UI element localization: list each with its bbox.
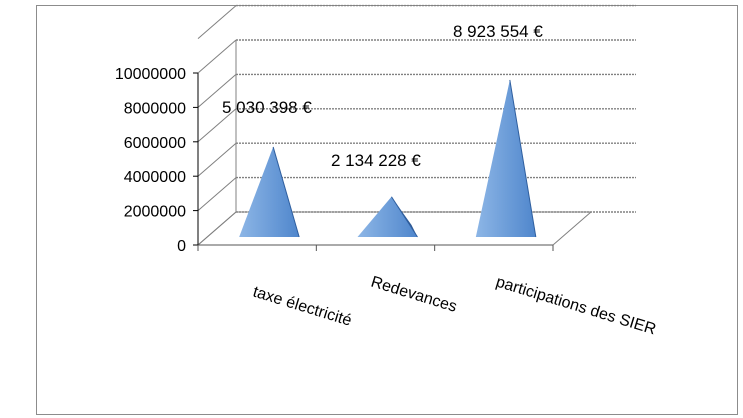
- pyramid-edge: [391, 196, 418, 238]
- gridline-wall-segment: [197, 74, 237, 108]
- gridline-wall-segment: [197, 39, 237, 74]
- pyramid-series: [239, 79, 537, 238]
- category-label-participations-sier: participations des SIER: [494, 274, 658, 339]
- pyramid-front-face: [357, 196, 418, 237]
- pyramid-bar-2: [357, 196, 418, 238]
- x-axis: [197, 244, 554, 251]
- gridline-wall-segment: [197, 177, 237, 211]
- pyramid-edge: [509, 79, 537, 238]
- pyramid-bar-1: [239, 146, 300, 238]
- data-label-participations-sier: 8 923 554 €: [453, 22, 543, 41]
- y-tick-label: 10000000: [115, 66, 186, 83]
- pyramid-front-face: [239, 146, 300, 237]
- data-label-redevances: 2 134 228 €: [331, 151, 421, 170]
- y-axis: 0 2000000 4000000 6000000 8000000 10000000: [115, 66, 199, 255]
- y-tick-label: 6000000: [124, 135, 186, 152]
- gridline-wall-segment: [197, 108, 237, 143]
- pyramid-front-face: [475, 79, 536, 237]
- category-label-redevances: Redevances: [369, 274, 459, 316]
- pyramid-edge: [272, 146, 300, 238]
- gridline-wall-segment: [197, 142, 237, 177]
- y-tick-label: 8000000: [124, 100, 186, 117]
- y-tick-label: 0: [177, 238, 186, 255]
- gridline-wall-segment: [197, 5, 237, 39]
- gridline-wall-segment: [197, 211, 237, 246]
- category-label-taxe-electricite: taxe électricité: [251, 284, 354, 330]
- y-tick-label: 4000000: [124, 169, 186, 186]
- gridlines: [197, 4, 636, 246]
- pyramid-bar-3: [475, 79, 537, 238]
- data-label-taxe-electricite: 5 030 398 €: [222, 98, 312, 117]
- y-tick-label: 2000000: [124, 204, 186, 221]
